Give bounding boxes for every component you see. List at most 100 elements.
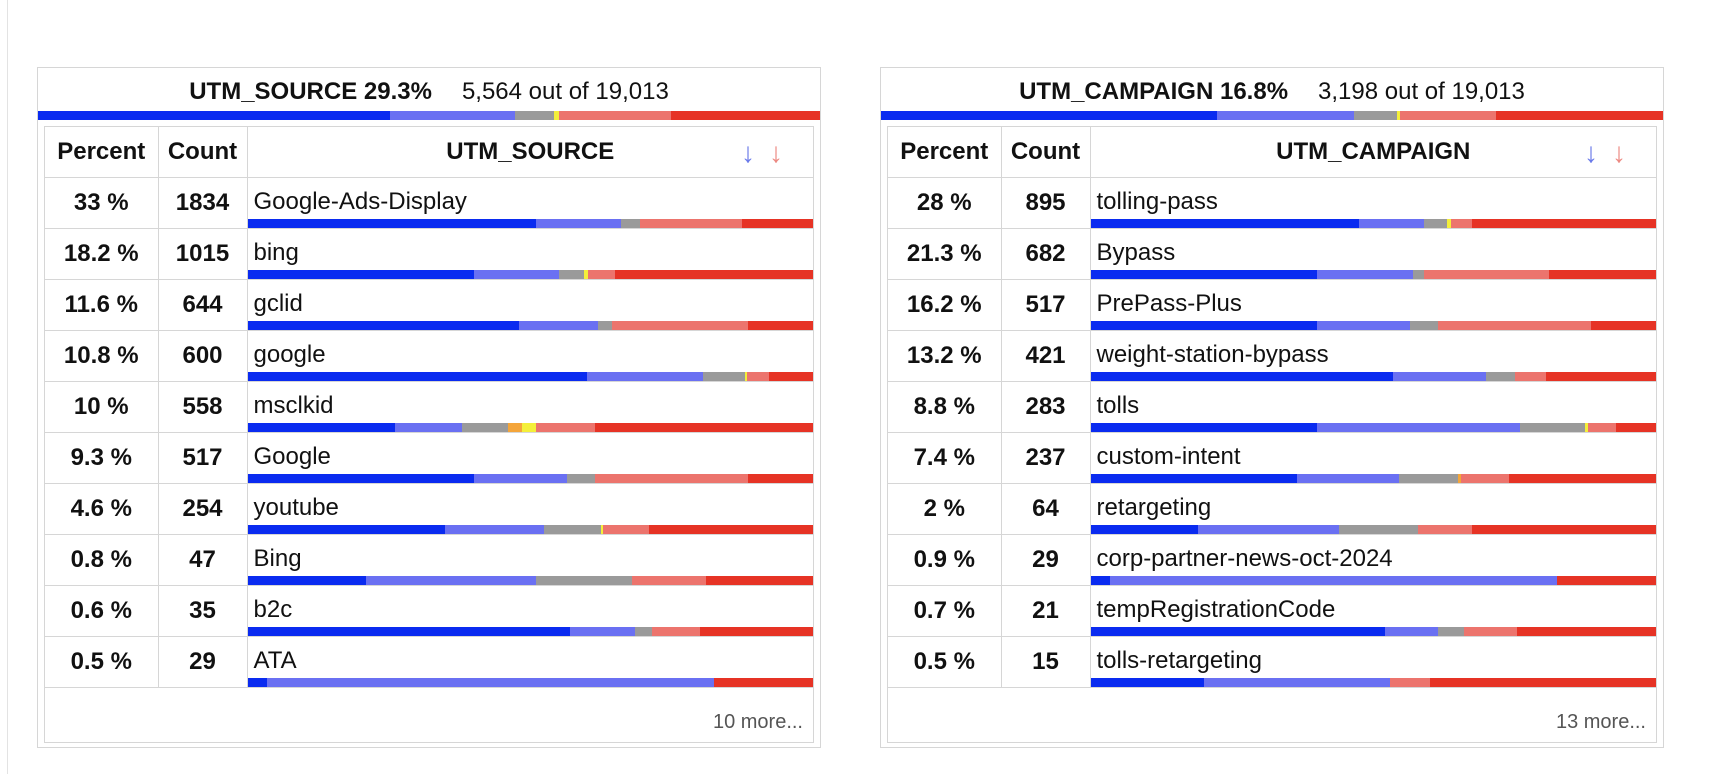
table-row[interactable]: 13.2 % 421 weight-station-bypass [888, 330, 1656, 382]
table-row[interactable]: 8.8 % 283 tolls [888, 381, 1657, 433]
percent-column-header[interactable]: Percent [45, 127, 159, 178]
row-distribution-bar [247, 474, 814, 483]
row-value-cell[interactable]: retargeting [1089, 483, 1656, 535]
table-row[interactable]: 10 % 558 msclkid [45, 381, 813, 433]
distribution-segment-red [1496, 111, 1663, 120]
row-value-cell[interactable]: ATA [246, 636, 813, 688]
table-row[interactable]: 11.6 % 644 gclid [45, 279, 813, 331]
more-values-link[interactable]: 13 more... [1555, 711, 1646, 733]
row-value-cell[interactable]: tolls [1089, 381, 1657, 433]
distribution-segment-red [1472, 219, 1656, 228]
distribution-segment-red [699, 627, 813, 636]
distribution-segment-gray [1486, 372, 1515, 381]
row-value: Bypass [1096, 239, 1176, 266]
row-count: 682 [1000, 228, 1091, 280]
table-row[interactable]: 0.9 % 29 corp-partner-news-oct-2024 [888, 534, 1656, 586]
row-distribution-bar [247, 627, 814, 636]
distribution-segment-red [714, 678, 813, 687]
distribution-segment-red [671, 111, 820, 120]
row-count: 29 [157, 636, 248, 688]
distribution-segment-red [1472, 525, 1656, 534]
sort-descending-icon[interactable]: ↓ [741, 137, 769, 168]
table-row[interactable]: 7.4 % 237 custom-intent [888, 432, 1656, 484]
count-column-header[interactable]: Count [157, 127, 248, 178]
distribution-segment-lblue [1316, 321, 1410, 330]
distribution-segment-gray [1398, 474, 1459, 483]
distribution-segment-red [1557, 576, 1656, 585]
row-value-cell[interactable]: tolling-pass [1089, 177, 1656, 229]
distribution-segment-red [1548, 270, 1656, 279]
table-row[interactable]: 4.6 % 254 youtube [45, 483, 813, 535]
table-row[interactable]: 33 % 1834 Google-Ads-Display [45, 177, 814, 229]
row-value-cell[interactable]: weight-station-bypass [1089, 330, 1656, 382]
row-value-cell[interactable]: PrePass-Plus [1089, 279, 1656, 331]
row-value: google [253, 341, 326, 368]
table-row[interactable]: 28 % 895 tolling-pass [888, 177, 1656, 229]
table-row[interactable]: 10.8 % 600 google [45, 330, 813, 382]
distribution-segment-gray [598, 321, 613, 330]
row-value-cell[interactable]: Google-Ads-Display [246, 177, 814, 229]
value-column-header-label: UTM_CAMPAIGN [1276, 138, 1471, 165]
table-row[interactable]: 16.2 % 517 PrePass-Plus [888, 279, 1656, 331]
row-value-cell[interactable]: Bing [246, 534, 814, 586]
row-value-cell[interactable]: google [246, 330, 813, 382]
row-value-cell[interactable]: Bypass [1089, 228, 1656, 280]
table-row[interactable]: 0.5 % 29 ATA [45, 636, 813, 688]
row-value-cell[interactable]: youtube [246, 483, 813, 535]
row-value-cell[interactable]: tempRegistrationCode [1089, 585, 1656, 637]
distribution-segment-gray [1409, 321, 1439, 330]
table-row[interactable]: 0.6 % 35 b2c [45, 585, 814, 637]
row-value-cell[interactable]: Google [246, 432, 814, 484]
utm-source-panel: UTM_SOURCE 29.3% 5,564 out of 19,013 Perc… [37, 67, 821, 748]
sort-ascending-icon[interactable]: ↓ [1612, 137, 1640, 168]
table-row[interactable]: 9.3 % 517 Google [45, 432, 814, 484]
distribution-segment-lblue [267, 678, 715, 687]
value-counts-table-container: Percent Count UTM_CAMPAIGN ↓↓ 28 % 895 tol… [887, 126, 1657, 743]
table-row[interactable]: 0.8 % 47 Bing [45, 534, 814, 586]
row-value-cell[interactable]: b2c [246, 585, 814, 637]
row-value-cell[interactable]: gclid [246, 279, 813, 331]
value-column-header[interactable]: UTM_CAMPAIGN ↓↓ [1089, 127, 1656, 178]
panel-title: UTM_SOURCE 29.3% 5,564 out of 19,013 [38, 80, 820, 104]
sort-controls: ↓↓ [741, 137, 797, 169]
sort-ascending-icon[interactable]: ↓ [769, 137, 797, 168]
distribution-segment-salmon [1587, 423, 1617, 432]
table-row[interactable]: 0.5 % 15 tolls-retargeting [888, 636, 1656, 688]
value-column-header[interactable]: UTM_SOURCE ↓↓ [246, 127, 813, 178]
sort-descending-icon[interactable]: ↓ [1584, 137, 1612, 168]
row-percent: 28 % [888, 177, 1002, 229]
distribution-segment-red [1429, 678, 1656, 687]
row-distribution-bar [1090, 423, 1657, 432]
distribution-segment-salmon [1424, 270, 1549, 279]
row-value-cell[interactable]: msclkid [246, 381, 813, 433]
distribution-segment-lblue [1110, 576, 1558, 585]
distribution-segment-lblue [586, 372, 703, 381]
row-percent: 10.8 % [45, 330, 159, 382]
row-percent: 11.6 % [45, 279, 159, 331]
row-value-cell[interactable]: custom-intent [1089, 432, 1656, 484]
distribution-segment-red [1590, 321, 1656, 330]
row-value-cell[interactable]: bing [246, 228, 813, 280]
table-row[interactable]: 18.2 % 1015 bing [45, 228, 813, 280]
count-column-header[interactable]: Count [1000, 127, 1091, 178]
distribution-segment-blue [1090, 270, 1317, 279]
distribution-segment-gray [620, 219, 641, 228]
row-distribution-bar [247, 576, 814, 585]
distribution-segment-salmon [588, 270, 616, 279]
more-values-link[interactable]: 10 more... [712, 711, 803, 733]
distribution-segment-blue [1090, 321, 1317, 330]
row-value: custom-intent [1096, 443, 1241, 470]
percent-column-header[interactable]: Percent [888, 127, 1002, 178]
distribution-segment-blue [247, 321, 519, 330]
row-percent: 7.4 % [888, 432, 1002, 484]
column-name-percent: UTM_CAMPAIGN 16.8% [1019, 78, 1289, 105]
table-row[interactable]: 2 % 64 retargeting [888, 483, 1656, 535]
panel-header: UTM_SOURCE 29.3% 5,564 out of 19,013 [38, 68, 820, 107]
distribution-segment-salmon [651, 627, 700, 636]
row-value-cell[interactable]: tolls-retargeting [1089, 636, 1656, 688]
row-value-cell[interactable]: corp-partner-news-oct-2024 [1089, 534, 1656, 586]
distribution-segment-red [615, 270, 813, 279]
row-distribution-bar [247, 219, 814, 228]
table-row[interactable]: 21.3 % 682 Bypass [888, 228, 1656, 280]
table-row[interactable]: 0.7 % 21 tempRegistrationCode [888, 585, 1656, 637]
